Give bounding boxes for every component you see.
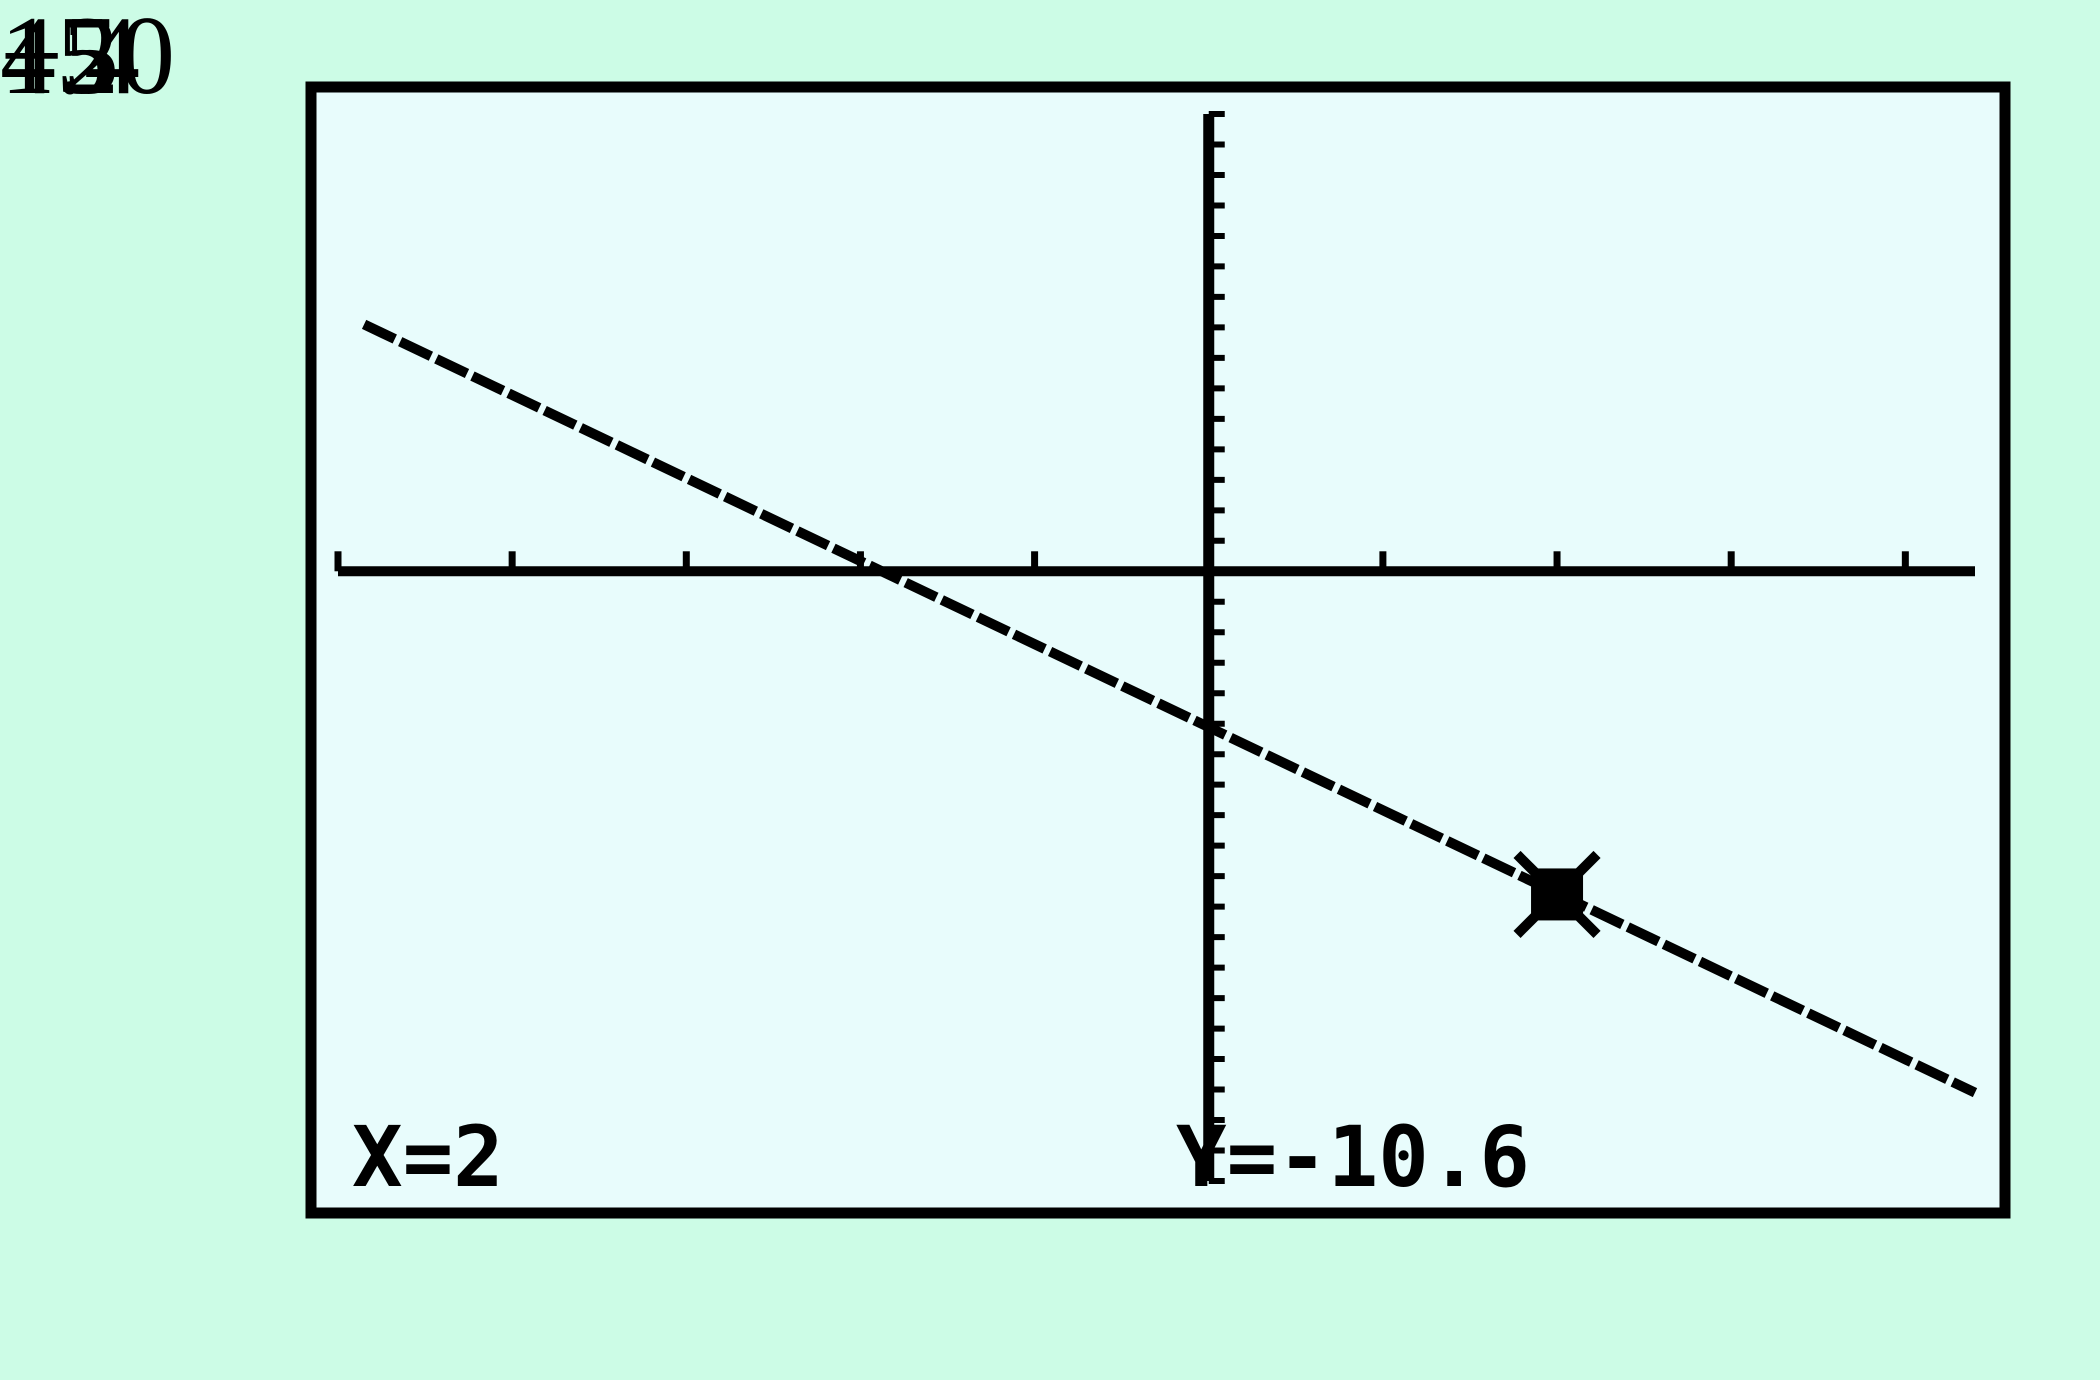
series-line xyxy=(361,319,1978,1098)
graph-series xyxy=(361,319,1978,1098)
ymin-label: −20 xyxy=(0,0,176,118)
ymax-label: 15 xyxy=(0,0,112,118)
trace-cursor-arm xyxy=(1575,912,1601,938)
trace-cursor-arm xyxy=(1575,850,1601,876)
trace-y-readout: Y=-10.6 xyxy=(1176,1108,1530,1206)
xmin-label: −5 xyxy=(0,0,120,118)
trace-cursor-arm xyxy=(1513,850,1539,876)
trace-cursor-layer xyxy=(1513,850,1601,938)
trace-x-readout: X=2 xyxy=(352,1108,504,1206)
axes xyxy=(338,114,1975,1181)
trace-cursor xyxy=(1531,868,1584,921)
screen-frame xyxy=(305,81,2011,1219)
trace-cursor-arm xyxy=(1513,912,1539,938)
xmax-label: 4.4 xyxy=(0,0,140,118)
